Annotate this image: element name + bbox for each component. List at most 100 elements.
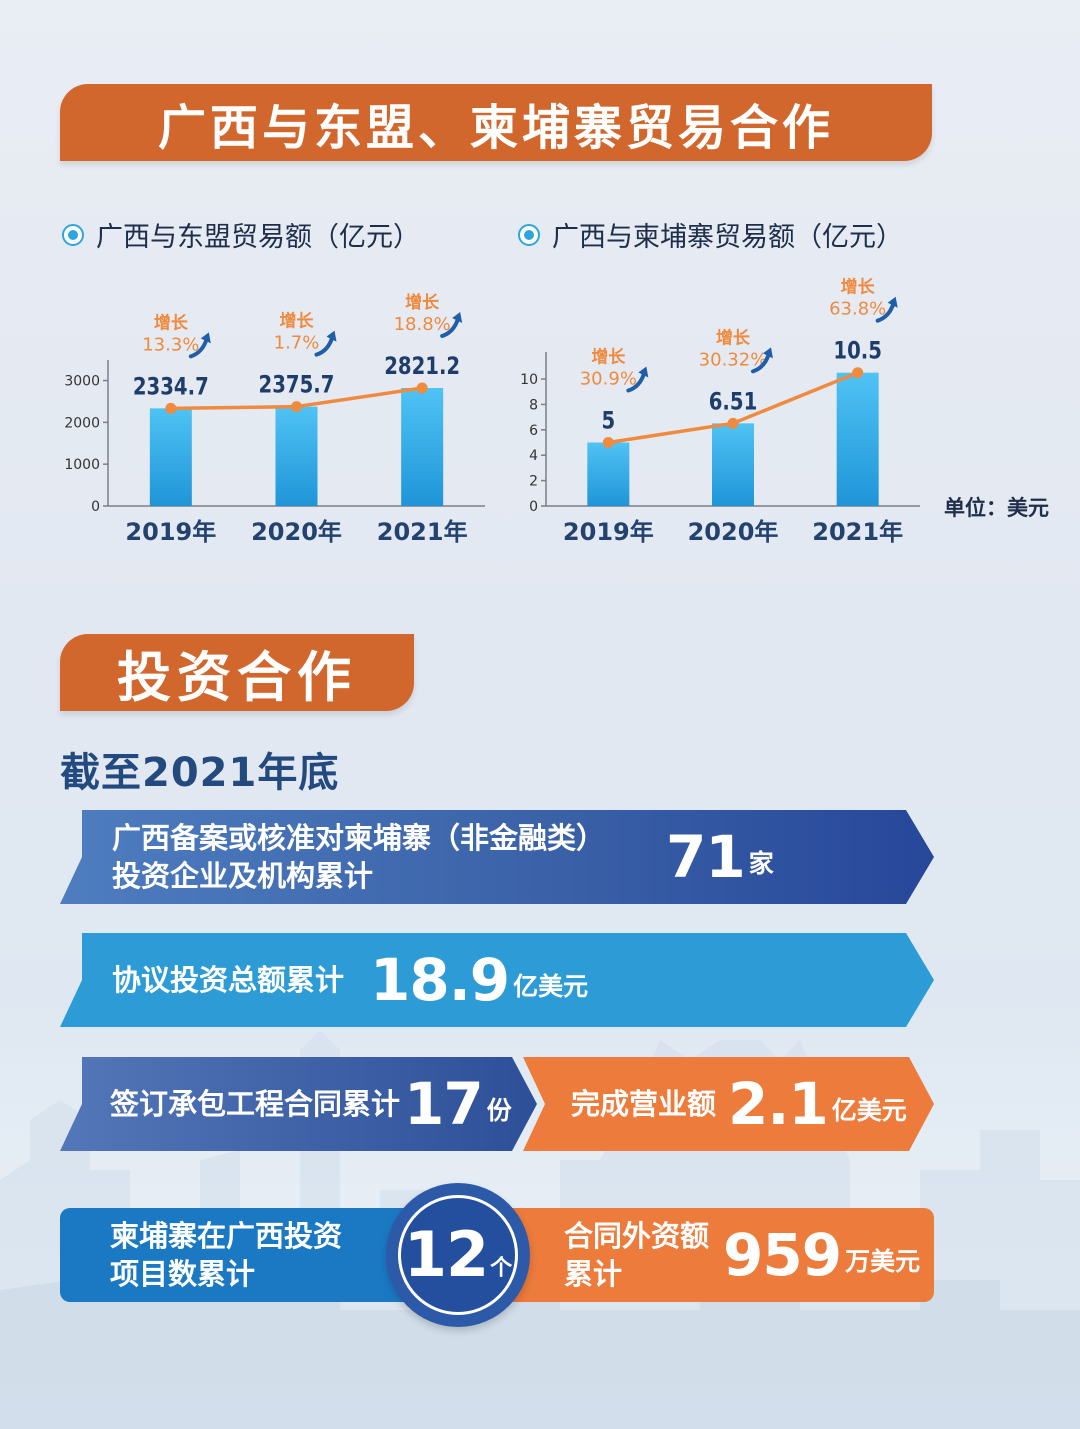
trade-section-banner: 广西与东盟、柬埔寨贸易合作	[60, 84, 932, 161]
trend-point	[416, 382, 428, 394]
y-tick-label: 4	[529, 448, 538, 464]
stat-turnover-value: 2.1	[728, 1070, 829, 1138]
y-tick-label: 0	[91, 499, 100, 515]
cambodia-chart-title: 广西与柬埔寨贸易额（亿元）	[518, 215, 903, 254]
stat-cambodia-projects-label: 柬埔寨在广西投资 项目数累计	[110, 1217, 342, 1293]
x-tick-label: 2019年	[563, 518, 654, 546]
data-label: 6.51	[709, 389, 758, 416]
stat-turnover-label: 完成营业额	[571, 1087, 717, 1121]
bar-2021年	[836, 372, 879, 506]
stat-contracts-value: 17	[404, 1070, 484, 1138]
trade-section-title: 广西与东盟、柬埔寨贸易合作	[157, 99, 834, 156]
y-tick-label: 3000	[64, 374, 100, 390]
bullet-icon	[62, 223, 84, 246]
trend-point	[165, 402, 177, 414]
data-label: 2375.7	[259, 372, 335, 399]
unit-note: 单位：美元	[944, 496, 1049, 520]
bar-2019年	[149, 408, 192, 506]
stat-contracts-value-group: 17 份	[404, 1075, 512, 1133]
y-tick-label: 6	[529, 423, 538, 439]
trend-point	[291, 401, 302, 413]
asean-trade-chart: 01000200030002019年2334.7增长13.3%2020年2375…	[64, 292, 485, 546]
data-label: 2821.2	[384, 353, 460, 380]
projects-count-value: 12	[403, 1218, 489, 1291]
data-label: 2334.7	[133, 374, 209, 401]
asean-chart-title: 广西与东盟贸易额（亿元）	[62, 215, 420, 254]
growth-label: 增长	[716, 327, 751, 348]
growth-value: 18.8%	[394, 314, 451, 335]
stat-cambodia-projects-line2: 项目数累计	[110, 1257, 256, 1291]
stat-turnover-value-group: 2.1 亿美元	[728, 1075, 907, 1133]
growth-label: 增长	[591, 347, 626, 368]
stat-agreed-investment-unit: 亿美元	[513, 972, 589, 1001]
stat-foreign-capital-label: 合同外资额 累计	[564, 1217, 709, 1293]
stat-enterprises: 广西备案或核准对柬埔寨（非金融类） 投资企业及机构累计 71 家	[60, 810, 934, 904]
stat-agreed-investment: 协议投资总额累计 18.9 亿美元	[60, 933, 934, 1027]
asean-chart-title-text: 广西与东盟贸易额（亿元）	[96, 222, 420, 253]
bar-2019年	[587, 442, 630, 506]
stat-contracts-label: 签订承包工程合同累计	[110, 1087, 401, 1121]
y-tick-label: 2	[529, 474, 538, 490]
up-arrow-head-icon	[763, 347, 773, 359]
stat-turnover: 完成营业额 2.1 亿美元	[523, 1057, 934, 1151]
stat-agreed-investment-value: 18.9	[370, 946, 510, 1014]
cambodia-chart-title-text: 广西与柬埔寨贸易额（亿元）	[552, 222, 903, 253]
bar-2020年	[275, 406, 318, 506]
stat-enterprises-unit: 家	[748, 849, 774, 878]
y-tick-label: 8	[529, 397, 538, 413]
as-of-heading: 截至2021年底	[60, 750, 340, 796]
stat-foreign-capital-value-group: 959 万美元	[723, 1226, 920, 1284]
growth-value: 30.9%	[580, 369, 637, 390]
y-tick-label: 1000	[64, 457, 100, 473]
stat-foreign-capital-line2: 累计	[564, 1257, 623, 1291]
up-arrow-head-icon	[326, 330, 337, 342]
x-tick-label: 2021年	[377, 518, 468, 546]
stat-turnover-unit: 亿美元	[831, 1096, 907, 1125]
growth-value: 63.8%	[829, 299, 886, 320]
data-label: 10.5	[833, 338, 882, 365]
y-tick-label: 0	[529, 499, 538, 515]
stat-enterprises-line2: 投资企业及机构累计	[112, 859, 374, 893]
bullet-icon	[518, 223, 540, 246]
growth-label: 增长	[841, 277, 876, 298]
x-tick-label: 2021年	[812, 518, 903, 546]
growth-value: 1.7%	[274, 333, 320, 354]
y-tick-label: 2000	[64, 415, 100, 431]
growth-value: 13.3%	[142, 334, 199, 355]
stat-cambodia-projects-line1: 柬埔寨在广西投资	[110, 1219, 343, 1253]
up-arrow-head-icon	[200, 332, 211, 344]
stat-enterprises-label: 广西备案或核准对柬埔寨（非金融类） 投资企业及机构累计	[112, 819, 652, 895]
projects-count-badge: 12 个	[398, 1195, 518, 1315]
stat-agreed-investment-label: 协议投资总额累计	[112, 963, 345, 997]
up-arrow-head-icon	[638, 366, 649, 378]
projects-count-unit: 个	[490, 1256, 513, 1281]
x-tick-label: 2019年	[125, 518, 216, 546]
growth-label: 增长	[405, 292, 440, 313]
investment-section-banner: 投资合作	[60, 634, 414, 711]
up-arrow-head-icon	[887, 296, 898, 308]
stat-foreign-capital-line1: 合同外资额	[564, 1219, 710, 1253]
investment-section-title: 投资合作	[117, 646, 357, 709]
y-tick-label: 10	[520, 372, 538, 388]
up-arrow-head-icon	[452, 312, 463, 324]
stat-enterprises-value: 71	[666, 823, 746, 891]
bar-2020年	[712, 423, 754, 506]
growth-label: 增长	[154, 312, 189, 333]
x-tick-label: 2020年	[688, 518, 779, 546]
stat-enterprises-line1: 广西备案或核准对柬埔寨（非金融类）	[112, 821, 606, 855]
cambodia-trade-chart: 02468102019年5增长30.9%2020年6.51增长30.32%202…	[520, 277, 920, 546]
stat-foreign-capital-unit: 万美元	[845, 1247, 921, 1276]
trend-point	[602, 437, 614, 449]
growth-value: 30.32%	[699, 349, 768, 370]
x-tick-label: 2020年	[251, 518, 342, 546]
stat-foreign-capital-value: 959	[723, 1221, 842, 1289]
stat-agreed-investment-value-group: 18.9 亿美元	[370, 951, 588, 1009]
stat-contracts-unit: 份	[486, 1096, 512, 1125]
trend-point	[727, 417, 739, 429]
stat-foreign-capital: 合同外资额 累计 959 万美元	[500, 1208, 934, 1302]
bar-2021年	[401, 388, 444, 506]
growth-label: 增长	[280, 311, 315, 332]
stat-contracts: 签订承包工程合同累计 17 份	[60, 1057, 537, 1151]
stat-enterprises-value-group: 71 家	[666, 828, 774, 886]
trend-point	[852, 367, 864, 379]
